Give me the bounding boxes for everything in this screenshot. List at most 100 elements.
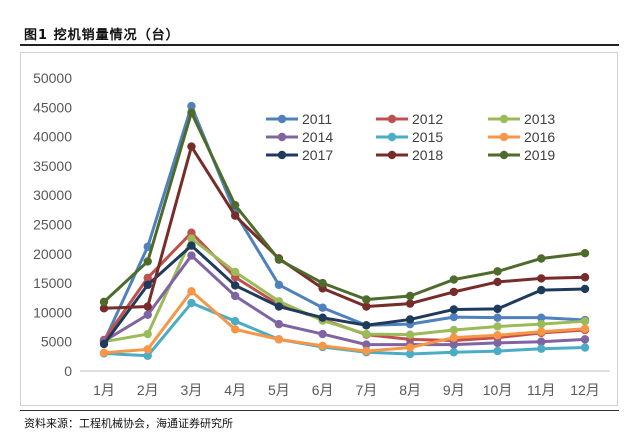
data-point-2017 (274, 302, 284, 311)
data-point-2017 (493, 304, 502, 314)
data-point-2018 (362, 302, 371, 311)
y-tick-label: 15000 (33, 275, 72, 291)
data-point-2018 (537, 274, 546, 283)
data-point-2017 (537, 285, 546, 295)
x-tick-label: 6月 (312, 382, 334, 398)
series-line-2016 (103, 289, 586, 355)
data-point-2016 (537, 327, 546, 336)
y-tick-label: 10000 (33, 304, 72, 320)
x-tick-label: 12月 (570, 382, 600, 398)
data-point-2012 (187, 228, 196, 237)
legend-marker-2015 (387, 132, 397, 142)
data-point-2011 (274, 280, 284, 290)
y-tick-label: 20000 (33, 246, 72, 262)
data-point-2016 (143, 345, 152, 354)
data-point-2016 (580, 324, 590, 334)
legend-marker-2016 (499, 132, 509, 142)
data-point-2015 (405, 349, 415, 359)
data-point-2015 (230, 316, 240, 326)
data-point-2013 (405, 330, 415, 339)
series-line-2018 (103, 145, 586, 310)
data-point-2018 (143, 302, 152, 311)
data-point-2017 (143, 280, 152, 290)
series-line-2011 (102, 104, 586, 343)
legend-label-2018: 2018 (412, 147, 443, 163)
data-point-2014 (537, 337, 546, 346)
data-point-2017 (362, 321, 371, 330)
y-tick-label: 35000 (33, 158, 72, 174)
x-tick-label: 11月 (527, 382, 556, 398)
y-tick-label: 50000 (33, 70, 72, 86)
data-point-2016 (99, 348, 109, 358)
data-point-2016 (230, 325, 240, 334)
data-point-2015 (143, 351, 152, 360)
data-point-2017 (318, 313, 327, 322)
data-point-2014 (230, 291, 240, 301)
legend-label-2011: 2011 (302, 111, 332, 127)
data-point-2012 (143, 273, 152, 283)
legend-label-2012: 2012 (412, 111, 443, 127)
legend-marker-2018 (387, 150, 397, 160)
data-point-2015 (493, 346, 502, 356)
x-tick-label: 5月 (268, 382, 290, 398)
data-point-2016 (187, 287, 196, 296)
data-point-2013 (362, 329, 371, 339)
y-tick-label: 40000 (33, 129, 72, 145)
x-tick-label: 7月 (355, 382, 377, 398)
data-point-2018 (230, 211, 240, 220)
x-tick-label: 2月 (137, 382, 159, 398)
data-point-2019 (362, 295, 371, 304)
data-point-2013 (143, 329, 152, 339)
data-point-2014 (318, 329, 327, 339)
series-line-2014 (103, 254, 586, 347)
data-point-2011 (449, 312, 459, 322)
y-tick-label: 0 (64, 363, 72, 379)
data-point-2018 (99, 304, 109, 313)
data-point-2019 (493, 267, 502, 276)
data-point-2019 (230, 200, 240, 210)
x-tick-label: 1月 (93, 382, 115, 398)
legend-label-2019: 2019 (524, 147, 555, 163)
data-point-2017 (230, 281, 240, 290)
legend-label-2015: 2015 (412, 129, 443, 145)
data-point-2017 (99, 339, 109, 349)
data-point-2014 (187, 251, 196, 260)
data-point-2016 (449, 333, 459, 342)
data-point-2017 (405, 315, 415, 324)
data-point-2011 (187, 101, 196, 111)
data-point-2017 (449, 305, 459, 314)
data-point-2014 (449, 340, 459, 349)
data-point-2019 (405, 291, 415, 301)
legend-label-2013: 2013 (524, 111, 555, 127)
legend-marker-2012 (387, 114, 397, 124)
data-point-2013 (537, 319, 546, 329)
data-point-2016 (318, 341, 327, 351)
data-point-2018 (493, 277, 502, 287)
legend-marker-2017 (277, 150, 287, 160)
data-point-2013 (187, 234, 196, 243)
data-point-2019 (537, 254, 546, 263)
data-point-2014 (143, 310, 152, 319)
data-point-2015 (187, 298, 196, 308)
x-tick-label: 9月 (443, 382, 465, 398)
series-line-2013 (103, 237, 586, 344)
figure-title: 图1 挖机销量情况（台） (24, 28, 180, 43)
legend-marker-2013 (499, 114, 509, 124)
data-point-2017 (580, 284, 590, 294)
data-point-2013 (493, 322, 502, 331)
x-tick-label: 8月 (399, 382, 421, 398)
data-point-2019 (580, 249, 590, 258)
legend-marker-2014 (277, 132, 287, 142)
data-point-2013 (230, 267, 240, 277)
legend-label-2014: 2014 (302, 129, 333, 145)
y-tick-label: 45000 (33, 99, 72, 115)
data-point-2019 (99, 297, 109, 307)
data-point-2016 (362, 346, 371, 356)
x-tick-label: 3月 (181, 382, 203, 398)
data-point-2014 (493, 338, 502, 348)
series-line-2017 (102, 244, 586, 345)
legend-marker-2011 (277, 114, 287, 124)
y-tick-label: 5000 (41, 334, 72, 350)
data-point-2017 (187, 241, 196, 250)
